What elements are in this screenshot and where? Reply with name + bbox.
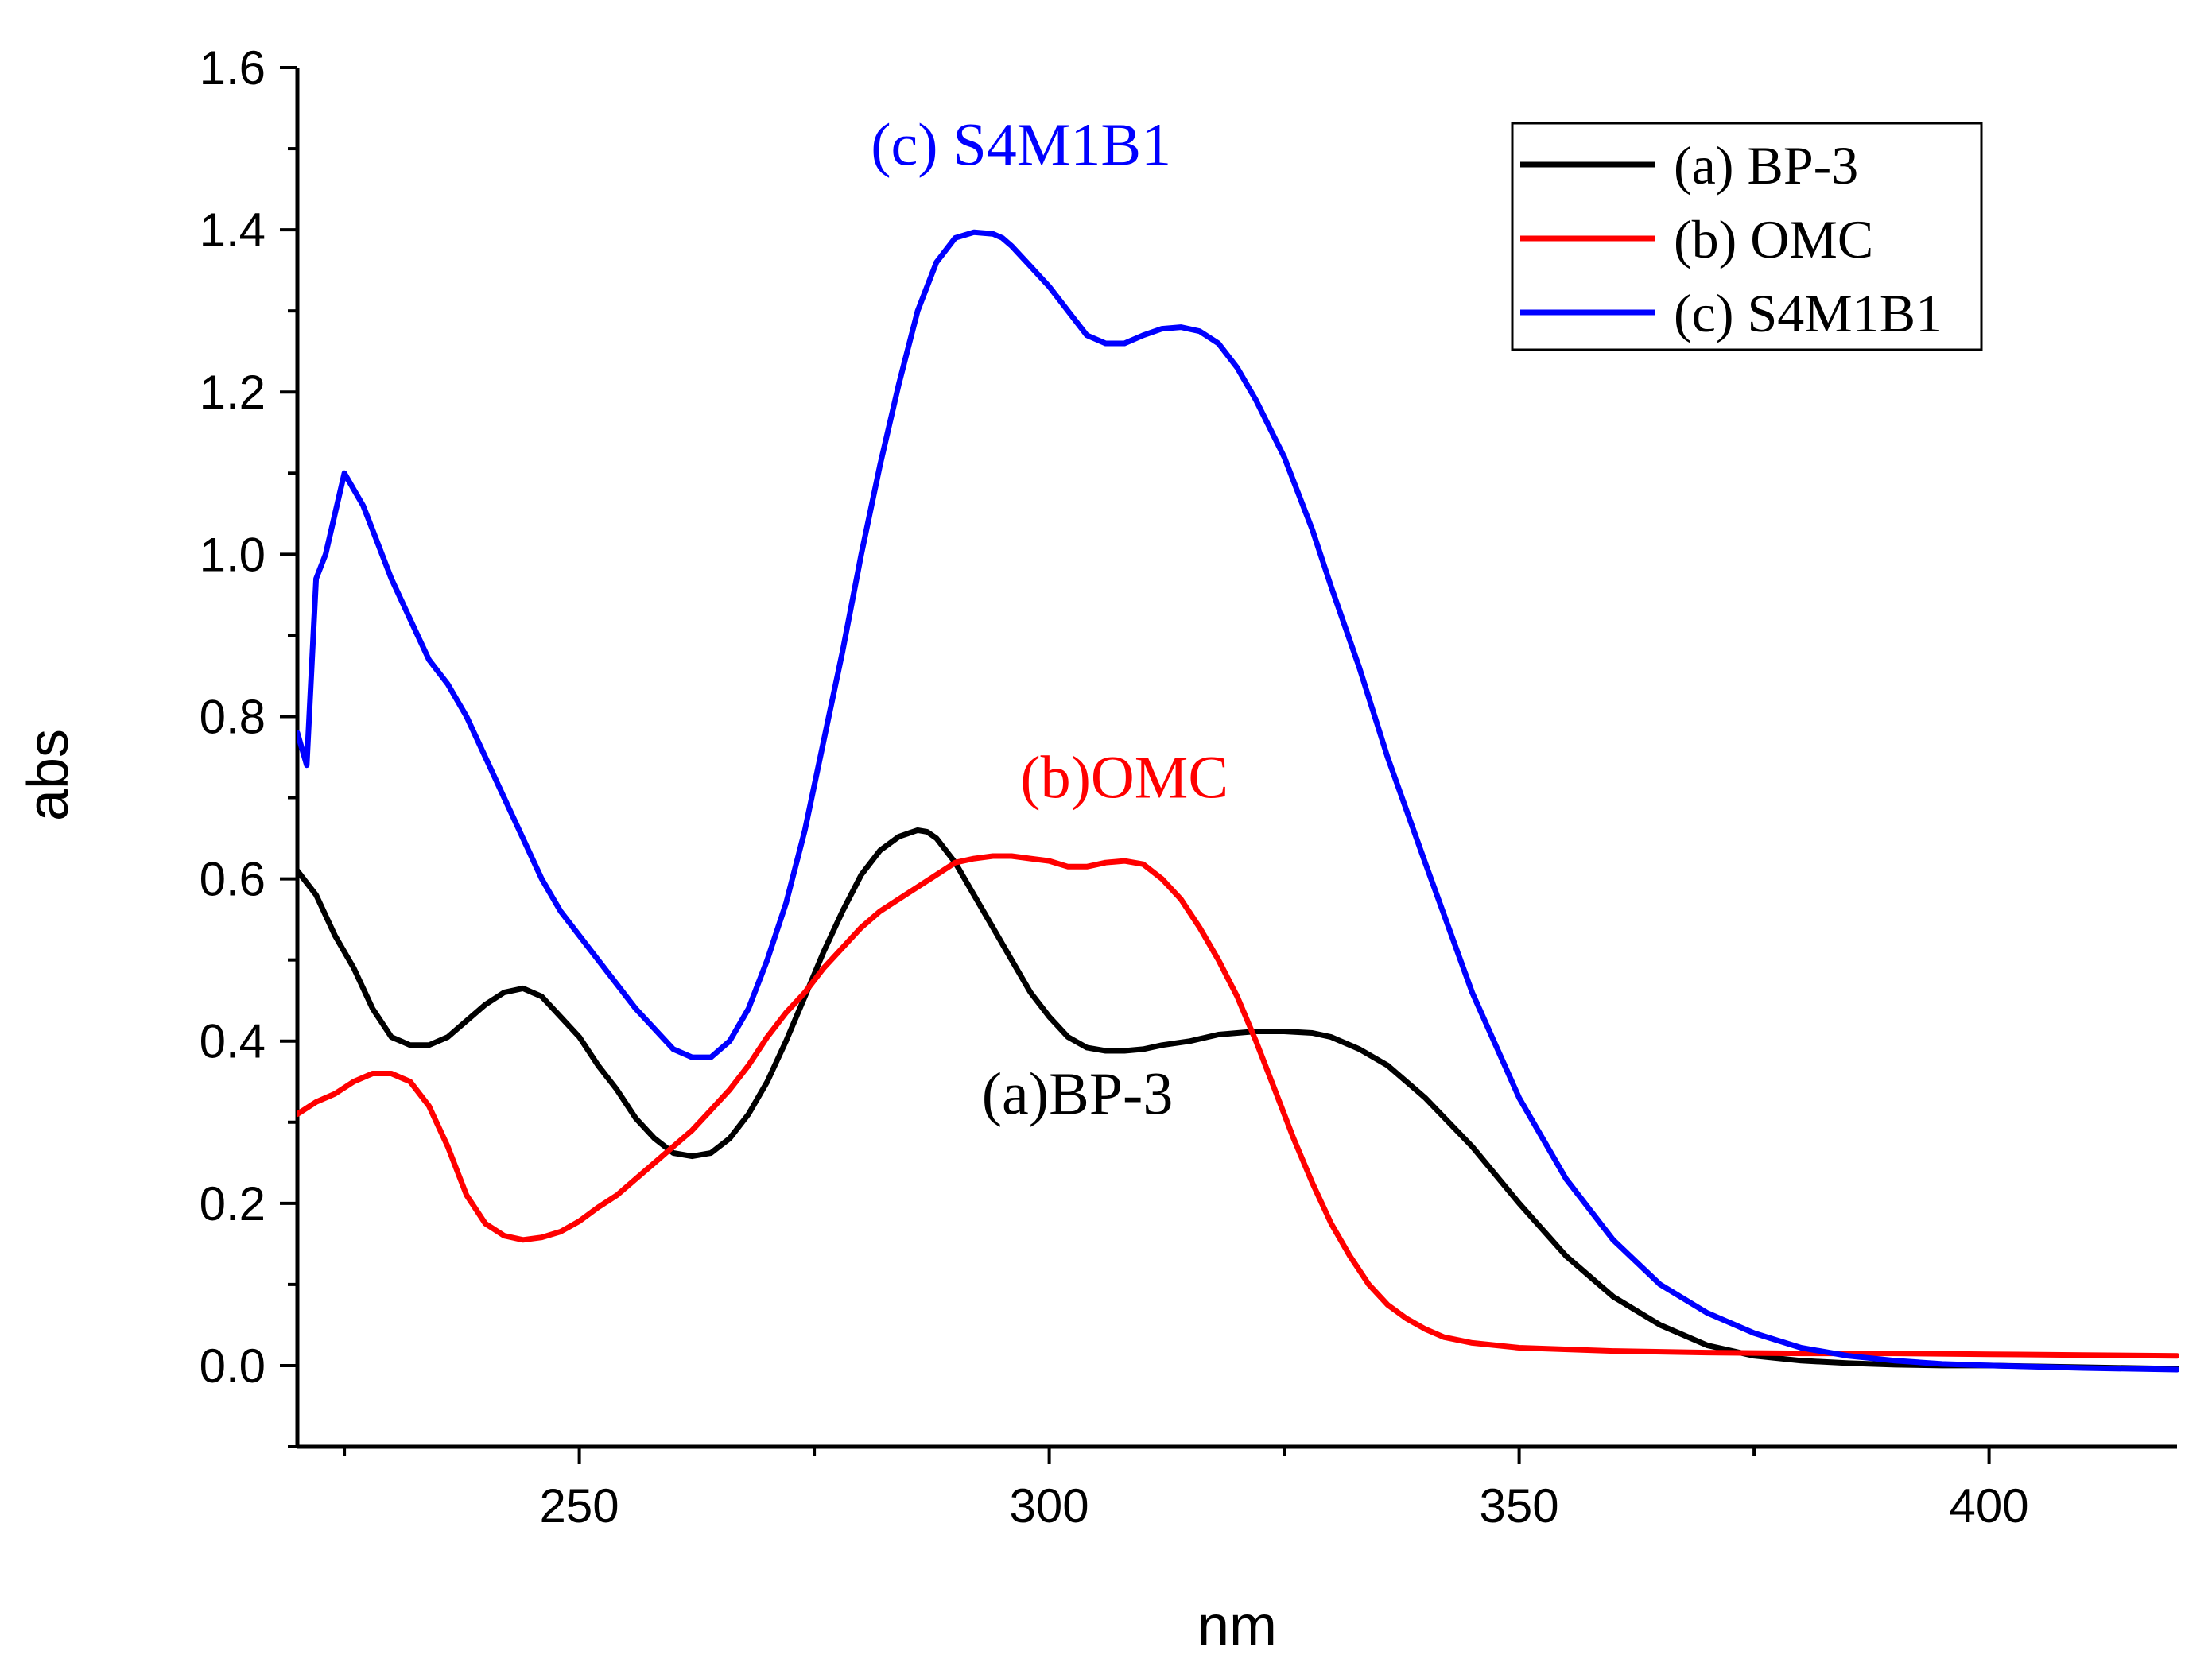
x-tick-label: 250 [540, 1479, 619, 1533]
y-tick-label: 0.8 [200, 690, 266, 743]
series-annotation-label: (a)BP-3 [982, 1061, 1174, 1128]
series-group [297, 229, 2179, 1373]
series-line-s4m1b1 [297, 229, 2179, 1373]
series-line-omc [297, 853, 2179, 1359]
y-tick-label: 1.2 [200, 366, 266, 419]
axes [295, 68, 2177, 1449]
series-annotation-label: (c) S4M1B1 [871, 111, 1171, 178]
series-annotation-label: (b)OMC [1020, 745, 1228, 812]
annotations: (c) S4M1B1 (b)OMC (a)BP-3 [871, 111, 1228, 1127]
y-tick-label: 0.4 [200, 1015, 266, 1068]
y-tick-label: 0.6 [200, 853, 266, 906]
x-tick-label: 350 [1480, 1479, 1559, 1533]
legend: (a) BP-3 (b) OMC (c) S4M1B1 [1511, 122, 1983, 351]
x-ticks: 250 300 350 400 [343, 1447, 2029, 1533]
y-axis-title: abs [17, 729, 80, 821]
x-tick-label: 400 [1950, 1479, 2029, 1533]
y-tick-label: 1.0 [200, 528, 266, 581]
series-line-bp-3 [297, 827, 2179, 1372]
y-tick-label: 1.4 [200, 203, 266, 257]
x-tick-label: 300 [1010, 1479, 1089, 1533]
y-tick-label: 0.0 [200, 1339, 266, 1393]
legend-label: (c) S4M1B1 [1674, 283, 1942, 343]
legend-label: (a) BP-3 [1674, 135, 1858, 196]
y-tick-label: 0.2 [200, 1177, 266, 1230]
legend-label: (b) OMC [1674, 209, 1873, 269]
x-axis-title: nm [1197, 1595, 1277, 1658]
y-ticks: 0.0 0.2 0.4 0.6 0.8 1.0 1.2 1.4 1.6 [200, 41, 297, 1448]
y-tick-label: 1.6 [200, 41, 266, 95]
